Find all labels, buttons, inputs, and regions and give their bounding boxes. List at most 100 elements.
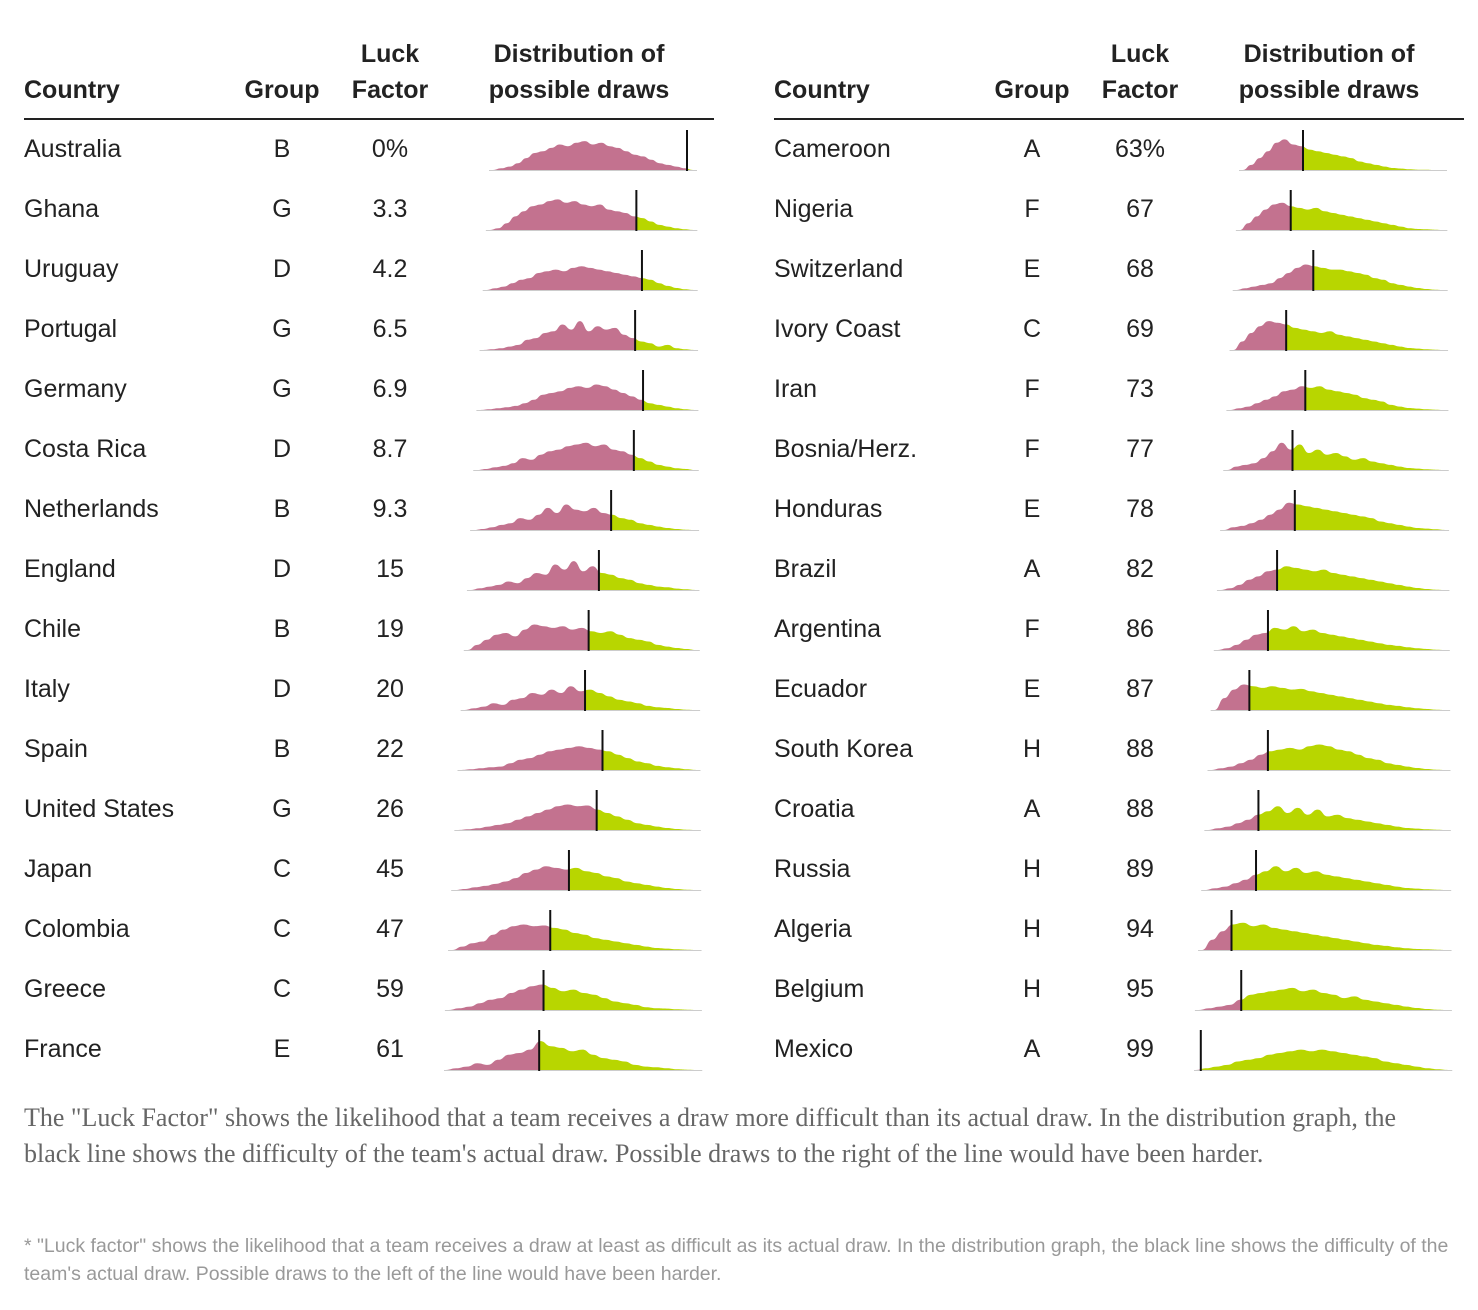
table-row: Ecuador E 87	[774, 660, 1464, 720]
luck-factor-value: 94	[1126, 915, 1154, 943]
harder-draws-area	[1313, 266, 1444, 290]
group-letter: H	[1022, 855, 1042, 883]
country-name: Australia	[24, 135, 122, 163]
distribution-sparkline	[1198, 910, 1452, 951]
distribution-chart	[1194, 724, 1464, 774]
distribution-chart	[1194, 124, 1464, 174]
table-row: Switzerland E 68	[774, 240, 1464, 300]
country-name: Croatia	[774, 795, 855, 823]
harder-draws-area	[641, 278, 694, 290]
luck-factor-value: 88	[1126, 735, 1154, 763]
group-letter: D	[272, 435, 292, 463]
distribution-sparkline	[479, 310, 699, 351]
distribution-sparkline	[473, 430, 699, 471]
country-name: Belgium	[774, 975, 865, 1003]
luck-factor-value: 19	[376, 615, 404, 643]
luck-factor-value: 20	[376, 675, 404, 703]
country-name: Nigeria	[774, 195, 854, 223]
distribution-sparkline	[460, 670, 701, 711]
distribution-sparkline	[1210, 670, 1451, 711]
luck-factor-value: 47	[376, 915, 404, 943]
luck-factor-value: 73	[1126, 375, 1154, 403]
header-country: Country	[24, 76, 120, 104]
country-name: Portugal	[24, 315, 118, 343]
easier-draws-area	[1224, 502, 1295, 530]
distribution-chart	[1194, 304, 1464, 354]
country-name: Honduras	[774, 495, 883, 523]
distribution-chart	[1194, 664, 1464, 714]
table-row: Cameroon A 63%	[774, 120, 1464, 180]
country-name: Ghana	[24, 195, 100, 223]
harder-draws-area	[596, 809, 697, 830]
header-distribution: Distribution of possible draws	[1214, 36, 1444, 108]
table-row: Italy D 20	[24, 660, 714, 720]
table-row: United States G 26	[24, 780, 714, 840]
header-group: Group	[994, 76, 1070, 104]
distribution-sparkline	[1194, 970, 1452, 1011]
distribution-sparkline	[1223, 430, 1449, 471]
group-letter: E	[1023, 675, 1041, 703]
easier-draws-area	[1243, 139, 1303, 170]
explanatory-note: The "Luck Factor" shows the likelihood t…	[24, 1103, 1397, 1168]
distribution-chart	[1194, 364, 1464, 414]
header-luck-line1: Luck	[360, 40, 420, 68]
harder-draws-area	[636, 216, 694, 230]
luck-factor-value: 88	[1126, 795, 1154, 823]
country-name: United States	[24, 795, 175, 823]
table-row: Australia B 0%	[24, 120, 714, 180]
table-row: Spain B 22	[24, 720, 714, 780]
easier-draws-area	[455, 866, 569, 890]
group-letter: C	[272, 915, 292, 943]
country-name: Costa Rica	[24, 435, 147, 463]
harder-draws-area	[568, 867, 698, 890]
country-name: Bosnia/Herz.	[774, 435, 918, 463]
luck-factor-value: 82	[1126, 555, 1154, 583]
luck-factor-value: 22	[376, 735, 404, 763]
easier-draws-area	[448, 984, 544, 1010]
header-luck-line1: Luck	[1110, 40, 1170, 68]
distribution-sparkline	[470, 490, 700, 531]
group-letter: E	[273, 1035, 291, 1063]
easier-draws-area	[1239, 202, 1291, 230]
easier-draws-area	[1217, 632, 1268, 650]
table-row: Ivory Coast C 69	[774, 300, 1464, 360]
table-row: Mexico A 99	[774, 1020, 1464, 1080]
harder-draws-area	[1286, 324, 1445, 350]
luck-factor-value: 63%	[1114, 135, 1166, 163]
header-dist-line1: Distribution of	[1243, 40, 1415, 68]
country-name: Italy	[24, 675, 70, 703]
group-letter: F	[1024, 615, 1040, 643]
country-name: Netherlands	[24, 495, 159, 523]
harder-draws-area	[1249, 685, 1447, 710]
country-name: Argentina	[774, 615, 882, 643]
header-dist-line2: possible draws	[1238, 76, 1420, 104]
table-header: Country Group Luck Factor Distribution o…	[774, 30, 1464, 120]
easier-draws-area	[1198, 999, 1242, 1010]
header-luck-factor: Luck Factor	[1090, 36, 1190, 108]
distribution-chart	[1194, 424, 1464, 474]
luck-factor-value: 9.3	[372, 495, 408, 523]
table-row: Argentina F 86	[774, 600, 1464, 660]
table-row: Croatia A 88	[774, 780, 1464, 840]
easier-draws-area	[489, 199, 637, 230]
group-letter: D	[272, 675, 292, 703]
table-row: Ghana G 3.3	[24, 180, 714, 240]
country-name: Ivory Coast	[774, 315, 901, 343]
header-luck-line2: Factor	[1101, 76, 1179, 104]
right-table-body: Cameroon A 63% Nigeria F 67 Switzerland E 68 Ivor…	[774, 120, 1464, 1080]
easier-draws-area	[452, 924, 551, 950]
harder-draws-area	[1294, 504, 1446, 530]
distribution-sparkline	[1239, 130, 1447, 171]
harder-draws-area	[1231, 922, 1448, 950]
header-luck-line2: Factor	[351, 76, 429, 104]
table-row: Japan C 45	[24, 840, 714, 900]
header-dist-line1: Distribution of	[493, 40, 665, 68]
table-header: Country Group Luck Factor Distribution o…	[24, 30, 714, 120]
distribution-sparkline	[489, 130, 697, 171]
table-row: South Korea H 88	[774, 720, 1464, 780]
group-letter: A	[1023, 1035, 1041, 1063]
distribution-chart	[1194, 1024, 1464, 1074]
country-name: Colombia	[24, 915, 130, 943]
easier-draws-area	[1211, 751, 1268, 770]
